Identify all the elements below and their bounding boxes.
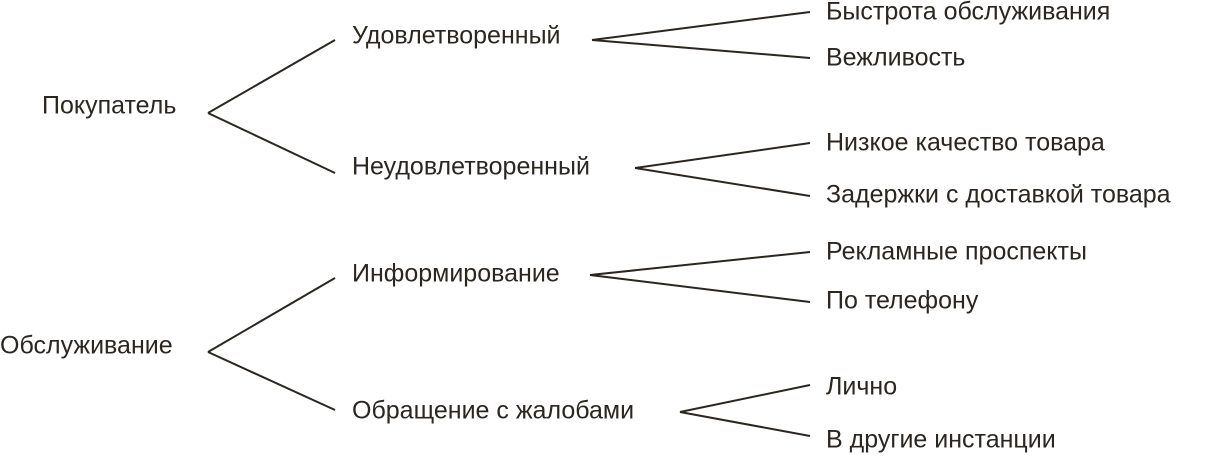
leaf-label: Задержки с доставкой товара — [826, 181, 1171, 209]
connector — [207, 112, 336, 174]
connector — [589, 251, 811, 276]
connector — [207, 277, 336, 353]
connector — [679, 411, 811, 437]
root-label: Обслуживание — [0, 332, 173, 360]
leaf-label: Быстрота обслуживания — [826, 0, 1110, 26]
leaf-label: Лично — [826, 373, 897, 401]
branch-label: Информирование — [352, 260, 560, 288]
connector — [634, 167, 811, 197]
connector — [207, 39, 336, 114]
branch-label: Неудовлетворенный — [352, 153, 590, 181]
connector — [589, 274, 811, 303]
leaf-label: Рекламные проспекты — [826, 238, 1087, 266]
branch-label: Удовлетворенный — [352, 22, 561, 50]
leaf-label: В другие инстанции — [826, 426, 1056, 454]
connectors — [207, 11, 811, 437]
connector — [634, 142, 811, 169]
connector — [591, 39, 811, 59]
root-label: Покупатель — [42, 92, 176, 120]
leaf-label: Вежливость — [826, 44, 965, 72]
leaf-label: Низкое качество товара — [826, 129, 1105, 157]
branch-label: Обращение с жалобами — [352, 397, 634, 425]
connector — [591, 11, 811, 41]
connector — [679, 384, 811, 413]
connector — [207, 351, 336, 411]
leaf-label: По телефону — [826, 287, 979, 315]
